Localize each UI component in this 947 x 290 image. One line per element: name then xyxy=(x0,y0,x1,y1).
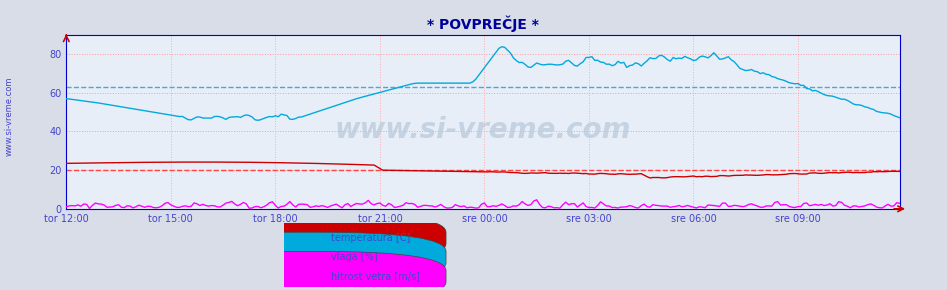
FancyBboxPatch shape xyxy=(165,251,446,290)
FancyBboxPatch shape xyxy=(165,232,446,282)
Text: temperatura [C]: temperatura [C] xyxy=(331,233,410,243)
Text: hitrost vetra [m/s]: hitrost vetra [m/s] xyxy=(331,271,420,281)
Text: vlaga [%]: vlaga [%] xyxy=(331,252,378,262)
Text: www.si-vreme.com: www.si-vreme.com xyxy=(5,76,14,156)
FancyBboxPatch shape xyxy=(165,213,446,263)
Title: * POVPREČJE *: * POVPREČJE * xyxy=(427,16,539,32)
Text: www.si-vreme.com: www.si-vreme.com xyxy=(334,117,632,144)
